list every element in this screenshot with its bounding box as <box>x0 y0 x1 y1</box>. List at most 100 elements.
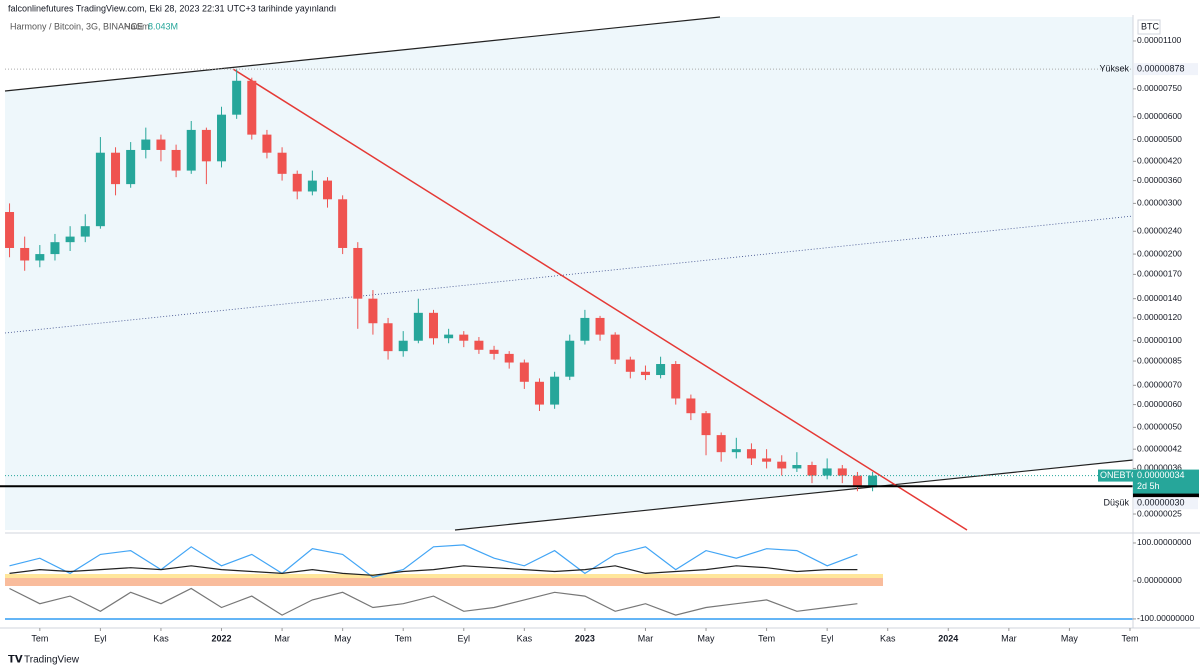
candle-body <box>762 458 772 462</box>
y-tick-label: 0.00000750 <box>1137 83 1182 93</box>
candle-body <box>262 134 272 153</box>
candle-body <box>868 475 878 488</box>
candle-body <box>731 449 741 453</box>
y-tick-label: -100.00000000 <box>1137 613 1194 623</box>
high-value-box <box>1134 63 1198 76</box>
channel-mid <box>4 215 1134 334</box>
indicator-pane <box>9 544 858 616</box>
candle-body <box>716 435 726 453</box>
candle-body <box>504 353 514 363</box>
candle-body <box>20 247 30 261</box>
candle-body <box>610 334 620 360</box>
y-tick-label: 0.00000000 <box>1137 575 1182 585</box>
candle-body <box>277 152 287 174</box>
x-tick-label: 2022 <box>211 633 231 643</box>
y-tick-label: 0.00000085 <box>1137 355 1182 365</box>
x-tick-label: 2024 <box>938 633 958 643</box>
last-price-value: 0.00000034 <box>1137 470 1185 480</box>
candle-body <box>141 139 151 150</box>
y-tick-label: 100.00000000 <box>1137 537 1192 547</box>
candle-body <box>489 349 499 354</box>
candle-body <box>534 381 544 405</box>
y-tick-label: 0.00001100 <box>1137 35 1182 45</box>
footer-brand: TradingView <box>24 655 80 666</box>
candle-body <box>595 317 605 335</box>
candle-body <box>459 334 469 341</box>
x-tick-label: Kas <box>880 633 896 643</box>
oscillator-line <box>9 565 858 576</box>
candle-body <box>519 362 529 382</box>
y-tick-label: 0.00000240 <box>1137 226 1182 236</box>
candle-body <box>413 312 423 341</box>
y-tick-label: 0.00000360 <box>1137 175 1182 185</box>
x-tick-label: Eyl <box>821 633 834 643</box>
y-tick-label: 0.00000050 <box>1137 422 1182 432</box>
y-tick-label: 0.00000070 <box>1137 380 1182 390</box>
y-tick-label: 0.00000060 <box>1137 399 1182 409</box>
x-tick-label: Mar <box>274 633 290 643</box>
candle-body <box>353 247 363 299</box>
oscillator-line <box>9 544 858 578</box>
symbol-box <box>1098 469 1133 482</box>
candle-body <box>852 475 862 488</box>
candle-body <box>5 212 15 248</box>
high-value: 0.00000878 <box>1137 64 1185 74</box>
y-tick-label: 0.00000025 <box>1137 508 1182 518</box>
candle-body <box>338 199 348 248</box>
y-tick-label: 0.00000300 <box>1137 198 1182 208</box>
x-tick-label: Tem <box>758 633 775 643</box>
x-tick-label: Kas <box>517 633 533 643</box>
price-axis: 0.00001100 0.00000750 0.00000600 0.00000500… <box>1133 35 1182 518</box>
x-tick-label: Kas <box>153 633 169 643</box>
channel-bottom <box>454 459 1134 531</box>
y-tick-label: 0.00000600 <box>1137 111 1182 121</box>
symbol-label: ONEBTC <box>1100 470 1138 480</box>
candle-body <box>111 152 121 185</box>
candle-body <box>50 242 60 255</box>
candle-body <box>444 334 454 339</box>
y-tick-label: 0.00000420 <box>1137 156 1182 166</box>
x-tick-label: Eyl <box>458 633 471 643</box>
candle-body <box>95 152 105 227</box>
price-pane <box>0 68 1133 492</box>
x-tick-label: Tem <box>395 633 412 643</box>
candle-body <box>792 465 802 469</box>
candle-body <box>686 398 696 414</box>
symbol-info: Harmony / Bitcoin, 3G, BINANCE <box>10 21 143 31</box>
candle-body <box>186 129 196 171</box>
x-tick-label: 2023 <box>575 633 595 643</box>
candle-body <box>232 80 242 115</box>
candle-body <box>822 468 832 476</box>
candle-body <box>565 340 575 377</box>
low-label: Düşük <box>1103 498 1129 508</box>
x-tick-label: May <box>698 633 716 643</box>
candle-body <box>368 298 378 324</box>
candle-body <box>398 340 408 352</box>
candle-body <box>701 413 711 436</box>
candle-body <box>201 129 211 162</box>
candle-body <box>323 180 333 200</box>
y-tick-label: 0.00000036 <box>1137 463 1182 473</box>
volume-value: 8.043M <box>148 21 178 31</box>
x-tick-label: May <box>334 633 352 643</box>
high-label: Yüksek <box>1099 64 1129 74</box>
y-tick-label: 0.00000170 <box>1137 269 1182 279</box>
candle-body <box>428 312 438 339</box>
candle-body <box>171 149 181 171</box>
candle-body <box>35 254 45 261</box>
x-tick-label: Tem <box>1121 633 1138 643</box>
published-note: falconlinefutures TradingView.com, Eki 2… <box>8 3 336 13</box>
candle-body <box>550 376 560 405</box>
candle-body <box>640 371 650 376</box>
candle-body <box>292 173 302 192</box>
x-tick-label: Eyl <box>94 633 107 643</box>
logo-mark: 𝗧𝗩 <box>8 655 23 666</box>
candle-body <box>777 461 787 469</box>
candle-body <box>156 139 166 150</box>
low-value: 0.00000030 <box>1137 498 1185 508</box>
candle-body <box>580 317 590 341</box>
low-value-box <box>1134 497 1198 510</box>
y-tick-label: 0.00000140 <box>1137 293 1182 303</box>
candle-body <box>625 359 635 372</box>
oscillator-line <box>9 587 858 616</box>
